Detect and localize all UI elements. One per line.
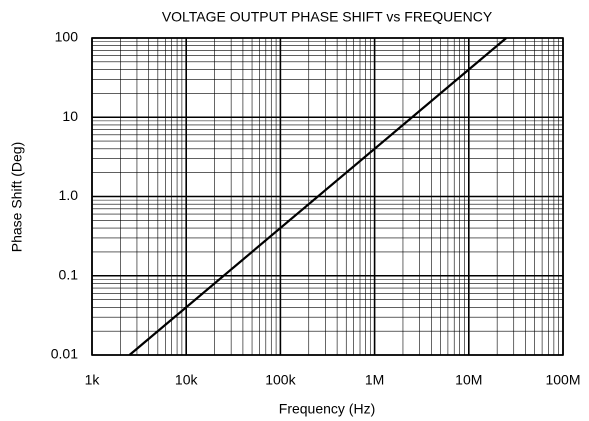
x-tick-label: 1M xyxy=(365,372,384,388)
x-axis-label: Frequency (Hz) xyxy=(279,401,375,417)
chart-title: VOLTAGE OUTPUT PHASE SHIFT vs FREQUENCY xyxy=(162,9,493,25)
y-axis-label: Phase Shift (Deg) xyxy=(9,142,25,253)
x-tick-label: 100M xyxy=(545,372,580,388)
plot-frame xyxy=(91,37,564,356)
y-tick-label: 10 xyxy=(62,108,78,124)
data-line xyxy=(128,37,507,356)
y-tick-label: 100 xyxy=(55,29,79,45)
x-tick-label: 10k xyxy=(175,372,199,388)
x-tick-label: 1k xyxy=(85,372,101,388)
x-tick-label: 100k xyxy=(265,372,296,388)
y-tick-label: 0.1 xyxy=(59,266,79,282)
x-tick-label: 10M xyxy=(455,372,482,388)
y-tick-label: 0.01 xyxy=(51,346,78,362)
y-tick-label: 1.0 xyxy=(59,187,79,203)
